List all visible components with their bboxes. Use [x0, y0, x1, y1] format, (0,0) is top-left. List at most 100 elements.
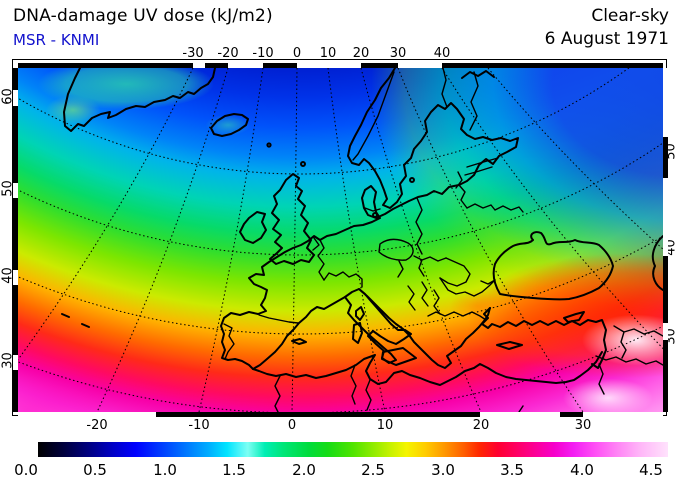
coastline-faroe [266, 142, 272, 148]
coastline-black-sea [492, 231, 614, 301]
date-label: 6 August 1971 [544, 29, 669, 49]
frame-segment [13, 198, 18, 270]
coastline-danish-isles [372, 212, 378, 218]
coastline-great-britain [269, 173, 315, 265]
coastlines [61, 68, 663, 386]
frame-segment [13, 68, 18, 90]
frame-segment [560, 412, 583, 417]
coastline-iceland [210, 113, 249, 137]
colorbar-label: 3.0 [431, 461, 455, 479]
graticule [18, 68, 663, 412]
meridian-20w [96, 68, 229, 412]
border-ukraine [466, 203, 524, 285]
condition-label: Clear-sky [591, 6, 669, 26]
border-finland-russia [469, 71, 479, 131]
frame-segment [663, 256, 668, 323]
colorbar-label: 2.5 [361, 461, 385, 479]
uv-dose-field [18, 68, 663, 412]
border-poland-east [455, 171, 468, 209]
coastline-cyprus [563, 311, 585, 323]
bottom-tick-label: -20 [86, 418, 108, 433]
border-benelux-france [312, 237, 325, 281]
colorbar-label: 0.5 [83, 461, 107, 479]
coastline-corsica [355, 306, 365, 321]
colorbar-gradient [38, 442, 668, 457]
top-tick-label: 0 [292, 46, 302, 61]
coastline-scandinavia-baltic [220, 68, 519, 370]
top-tick-label: 40 [433, 46, 451, 61]
coastline-aegean-turkey-levant [481, 307, 607, 369]
meridian-0 [291, 68, 298, 412]
coastline-balearics [291, 338, 307, 345]
frame-segment [13, 285, 18, 355]
border-pyrenees [258, 314, 299, 324]
border-sweden-finland [441, 68, 448, 108]
border-czech [378, 238, 414, 261]
border-bulgaria [439, 277, 496, 297]
parallel-30n [18, 325, 663, 412]
frame-tick-bar-bottom [18, 412, 663, 417]
colorbar-label: 1.0 [153, 461, 177, 479]
border-germany-denmark [364, 207, 381, 212]
frame-segment [442, 63, 663, 68]
colorbar-label: 4.5 [639, 461, 663, 479]
coastline-caspian [651, 235, 663, 291]
frame-segment [18, 63, 193, 68]
meridian-10e [327, 68, 386, 412]
colorbar-label: 4.0 [570, 461, 594, 479]
map-svg [18, 68, 663, 412]
coastline-italy [344, 288, 412, 364]
frame-segment [263, 63, 297, 68]
coastline-north-africa [252, 351, 603, 386]
bottom-tick-label: 10 [376, 418, 394, 433]
bottom-tick-label: 0 [287, 418, 297, 433]
border-portugal-spain [223, 323, 235, 360]
coastline-crete [496, 341, 523, 350]
meridian-30w [18, 68, 194, 361]
source-label: MSR - KNMI [13, 31, 100, 49]
colorbar-label: 3.5 [500, 461, 524, 479]
coastline-ireland [239, 211, 267, 244]
bottom-tick-label: 20 [472, 418, 490, 433]
frame-segment [663, 340, 668, 412]
border-turkey-east [613, 325, 663, 359]
top-tick-label: 30 [389, 46, 407, 61]
border-norway-sweden [352, 71, 395, 161]
header-right: Clear-sky 6 August 1971 [545, 5, 669, 51]
meridian-30e [397, 68, 584, 412]
top-tick-label: -30 [182, 46, 204, 61]
border-romania [439, 257, 471, 287]
frame-segment [13, 106, 18, 183]
border-germany-poland [415, 197, 423, 255]
border-greece-north [427, 311, 487, 321]
coastline-iberia-med-france [252, 296, 346, 370]
frame-segment [663, 137, 668, 178]
coastline-adriatic-balkans-greece [358, 288, 491, 369]
meridian-10w [198, 68, 264, 412]
border-north-africa [274, 364, 524, 412]
border-levant [595, 355, 663, 395]
parallel-40n [18, 235, 663, 335]
colorbar-label: 2.0 [292, 461, 316, 479]
coastline-sicily [381, 347, 417, 366]
frame-segment [361, 63, 398, 68]
frame-segment [205, 63, 228, 68]
coastline-gotland [409, 177, 415, 183]
coastline-shetland [300, 161, 306, 167]
coastline-white-sea [461, 70, 495, 79]
bottom-tick-label: 30 [574, 418, 592, 433]
frame-tick-bar-left [13, 68, 18, 412]
page-title: DNA-damage UV dose (kJ/m2) [13, 6, 273, 26]
top-tick-label: -10 [252, 46, 274, 61]
frame-segment [156, 412, 480, 417]
country-borders [223, 68, 663, 412]
meridian-50e [487, 68, 663, 250]
frame-segment [13, 370, 18, 412]
border-west-balkans [407, 281, 441, 315]
top-tick-label: 10 [319, 46, 337, 61]
border-alps [323, 271, 363, 288]
coastline-sardinia [352, 322, 363, 344]
frame-tick-bar-top [18, 63, 663, 68]
coastline-azores [61, 313, 90, 328]
top-tick-label: -20 [217, 46, 239, 61]
